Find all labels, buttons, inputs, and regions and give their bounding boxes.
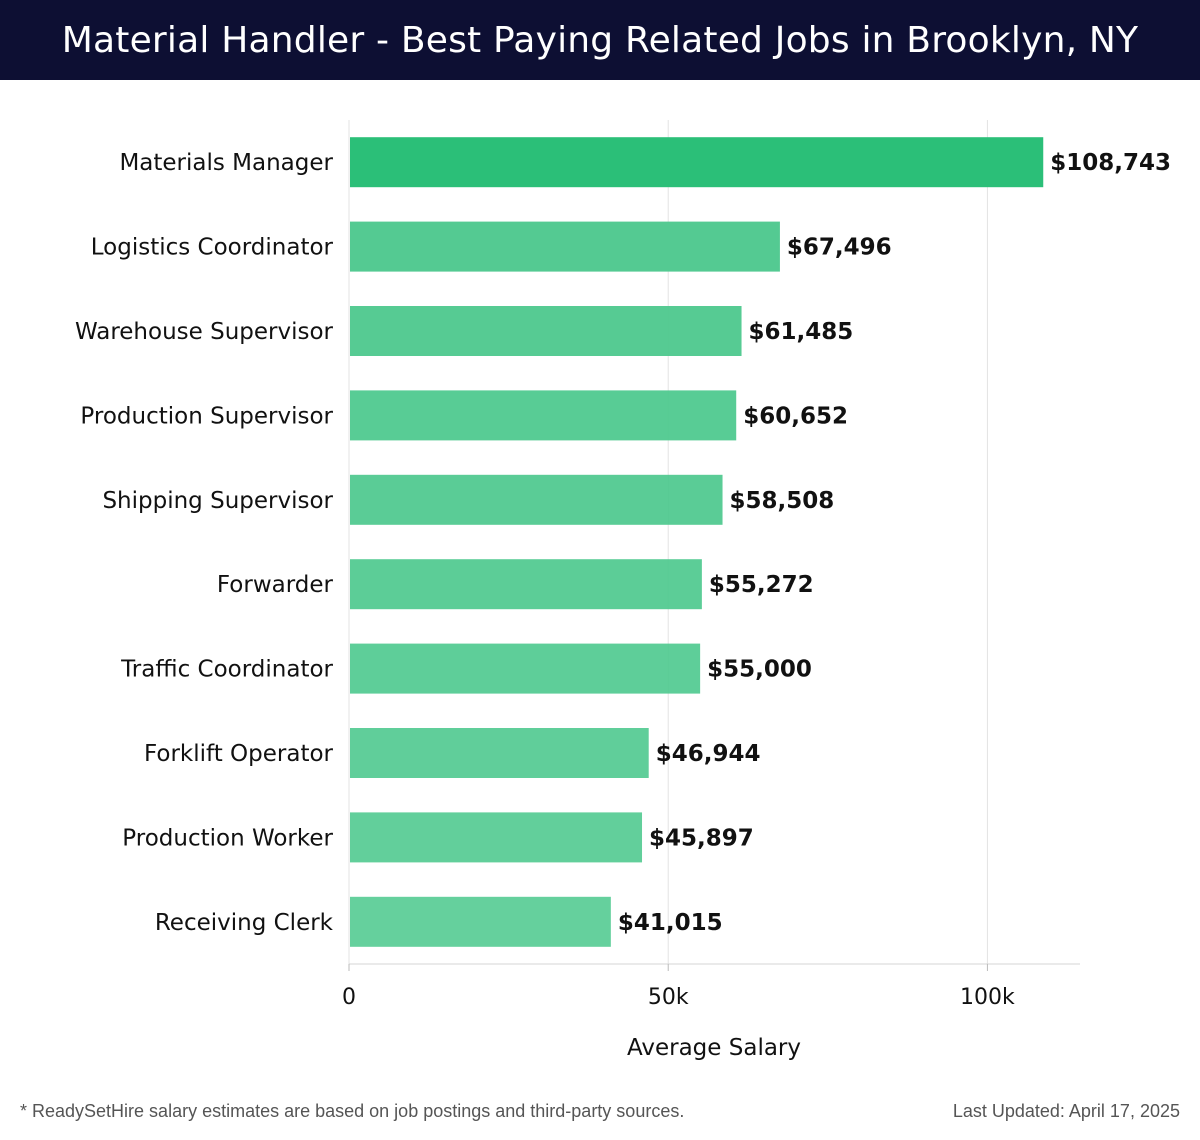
category-label-9: Receiving Clerk — [155, 910, 334, 936]
chart-title-banner: Material Handler - Best Paying Related J… — [0, 0, 1200, 80]
data-label-1: $67,496 — [787, 235, 892, 261]
x-tick-label-0: 0 — [342, 985, 356, 1010]
category-label-5: Forwarder — [217, 572, 334, 598]
category-label-6: Traffic Coordinator — [120, 657, 333, 683]
data-label-7: $46,944 — [656, 741, 761, 767]
data-label-6: $55,000 — [707, 657, 812, 683]
bar-5 — [350, 559, 702, 610]
footnote: * ReadySetHire salary estimates are base… — [20, 1101, 685, 1121]
bar-7 — [350, 728, 649, 778]
x-axis-title: Average Salary — [627, 1035, 801, 1061]
category-label-4: Shipping Supervisor — [102, 488, 333, 514]
category-label-0: Materials Manager — [119, 150, 333, 176]
category-label-1: Logistics Coordinator — [91, 235, 334, 261]
bar-0 — [350, 137, 1044, 188]
x-tick-label-1: 50k — [648, 985, 689, 1010]
bar-9 — [350, 896, 611, 947]
category-label-3: Production Supervisor — [80, 403, 333, 429]
data-label-4: $58,508 — [730, 488, 835, 514]
chart-title: Material Handler - Best Paying Related J… — [61, 19, 1139, 61]
category-label-2: Warehouse Supervisor — [75, 319, 334, 345]
bar-3 — [350, 390, 737, 441]
category-label-8: Production Worker — [122, 825, 333, 851]
data-label-9: $41,015 — [618, 910, 723, 936]
category-label-7: Forklift Operator — [144, 741, 334, 767]
data-label-3: $60,652 — [743, 403, 848, 429]
data-label-0: $108,743 — [1050, 150, 1171, 176]
data-label-8: $45,897 — [649, 825, 754, 851]
bar-6 — [350, 643, 701, 694]
data-label-2: $61,485 — [749, 319, 854, 345]
data-label-5: $55,272 — [709, 572, 814, 598]
bar-1 — [350, 221, 780, 272]
bar-2 — [350, 306, 742, 356]
bar-8 — [350, 812, 643, 863]
last-updated: Last Updated: April 17, 2025 — [952, 1101, 1180, 1121]
x-tick-label-2: 100k — [960, 985, 1015, 1010]
bar-4 — [350, 474, 723, 525]
